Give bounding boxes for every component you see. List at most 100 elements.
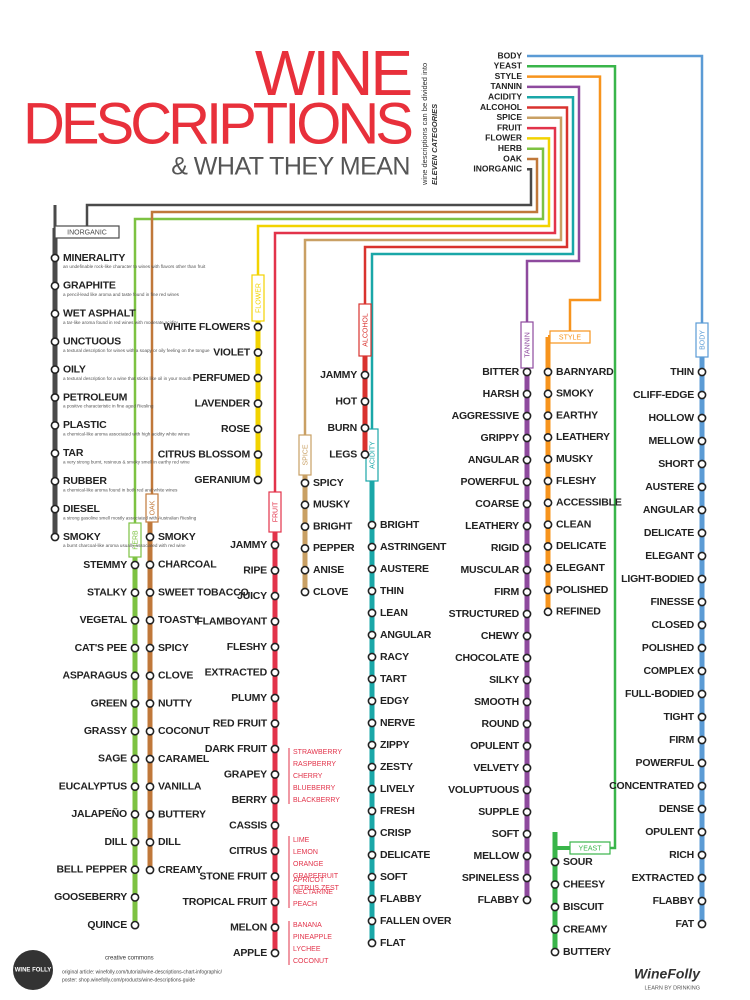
- term-label: APPLE: [233, 947, 267, 959]
- term-label: EARTHY: [556, 409, 598, 421]
- stop-dot: [697, 850, 707, 860]
- term-label: MUSCULAR: [461, 564, 520, 576]
- term-label: POLISHED: [556, 584, 609, 596]
- tag-box: [128, 522, 142, 558]
- term-label: JAMMY: [230, 539, 267, 551]
- stop-dot: [522, 521, 532, 531]
- tag-box: [145, 493, 159, 523]
- term-label: TOASTY: [158, 614, 199, 626]
- stop-dot: [367, 696, 377, 706]
- stop-dot: [360, 397, 370, 406]
- stop-dot: [522, 675, 532, 685]
- stop-dot: [697, 528, 707, 538]
- category-tag: FLOWER: [251, 274, 265, 322]
- term-label: ELEGANT: [556, 562, 606, 574]
- route-line: [85, 168, 533, 232]
- stop-dot: [522, 785, 532, 795]
- stop-dot: [50, 393, 60, 402]
- stop-dot: [253, 322, 263, 332]
- term-label: DELICATE: [556, 540, 606, 552]
- tag-label: HERB: [132, 530, 139, 550]
- sublist-item: PEACH: [293, 901, 317, 908]
- route-line: [525, 85, 581, 345]
- legend-label: STYLE: [495, 71, 523, 81]
- stop-dot: [300, 544, 310, 553]
- term-label: EUCALYPTUS: [59, 780, 127, 792]
- stop-dot: [522, 455, 532, 465]
- stop-dot: [697, 873, 707, 883]
- term-label: DARK FRUIT: [205, 743, 268, 755]
- stop-dot: [522, 763, 532, 773]
- category-tag: INORGANIC: [54, 225, 120, 239]
- term-label: ZESTY: [380, 761, 413, 773]
- stop-dot: [522, 543, 532, 553]
- term-label: MELON: [230, 921, 267, 933]
- stop-dot: [270, 897, 280, 907]
- sublist-item: CHERRY: [293, 773, 323, 780]
- route-line: [273, 126, 557, 512]
- stop-dot: [367, 674, 377, 684]
- term-label: BISCUIT: [563, 901, 604, 913]
- term-label: CHOCOLATE: [455, 652, 519, 664]
- stop-dot: [270, 719, 280, 728]
- term-label: POLISHED: [642, 642, 695, 654]
- stop-dot: [367, 828, 377, 838]
- term-label: BRIGHT: [313, 520, 353, 532]
- stop-dot: [50, 504, 60, 514]
- stop-dot: [367, 652, 377, 662]
- term-description: a textural description for wines with a …: [63, 348, 210, 353]
- term-label: UNCTUOUS: [63, 335, 121, 347]
- stop-dot: [360, 370, 370, 380]
- term-label: SMOOTH: [474, 696, 519, 708]
- route-line: [370, 95, 575, 455]
- category-tag: SPICE: [298, 434, 312, 476]
- term-label: OPULENT: [645, 826, 695, 838]
- term-label: FINESSE: [650, 596, 694, 608]
- term-description: a tar-like aroma found in red wines with…: [63, 320, 179, 325]
- term-label: SPICY: [158, 642, 189, 654]
- term-label: GRASSY: [84, 725, 127, 737]
- term-label: SMOKY: [63, 531, 101, 543]
- tag-box: [268, 491, 282, 533]
- stop-dot: [130, 560, 140, 570]
- stop-dot: [145, 865, 155, 875]
- term-label: GERANIUM: [194, 474, 250, 486]
- poster-link: poster: shop.winefolly.com/products/wine…: [62, 977, 195, 983]
- stop-dot: [130, 643, 140, 653]
- term-label: EXTRACTED: [632, 872, 695, 884]
- term-label: BRIGHT: [380, 519, 420, 531]
- stop-dot: [360, 450, 370, 459]
- term-label: SPICY: [313, 477, 344, 489]
- term-label: HARSH: [483, 388, 519, 400]
- term-label: STRUCTURED: [449, 608, 520, 620]
- stop-dot: [145, 837, 155, 847]
- term-label: VELVETY: [473, 762, 519, 774]
- category-tag: BODY: [695, 322, 709, 358]
- stop-dot: [367, 916, 377, 926]
- legend-label: SPICE: [496, 112, 522, 122]
- legend-label: HERB: [498, 143, 522, 153]
- term-label: COMPLEX: [643, 665, 694, 677]
- stop-dot: [522, 741, 532, 751]
- stop-dot: [697, 574, 707, 584]
- stop-dot: [550, 947, 560, 957]
- stop-dot: [130, 920, 140, 930]
- stop-dot: [367, 586, 377, 596]
- stop-dot: [522, 653, 532, 663]
- term-label: LEAN: [380, 607, 408, 619]
- stop-dot: [697, 413, 707, 423]
- term-description: a very strong burnt, resinous & smoky sm…: [63, 460, 190, 465]
- stop-dot: [543, 367, 553, 377]
- stop-dot: [253, 475, 263, 485]
- stop-dot: [367, 784, 377, 794]
- term-label: LIVELY: [380, 783, 415, 795]
- stop-dot: [270, 846, 280, 856]
- tag-label: FLOWER: [255, 283, 262, 313]
- category-tag: HERB: [128, 522, 142, 558]
- legend-label: TANNIN: [491, 81, 522, 91]
- term-label: TART: [380, 673, 407, 685]
- term-label: ANGULAR: [380, 629, 432, 641]
- term-label: GOOSEBERRY: [54, 891, 127, 903]
- term-label: EDGY: [380, 695, 409, 707]
- title-descriptions: DESCRIPTIONS: [23, 91, 412, 156]
